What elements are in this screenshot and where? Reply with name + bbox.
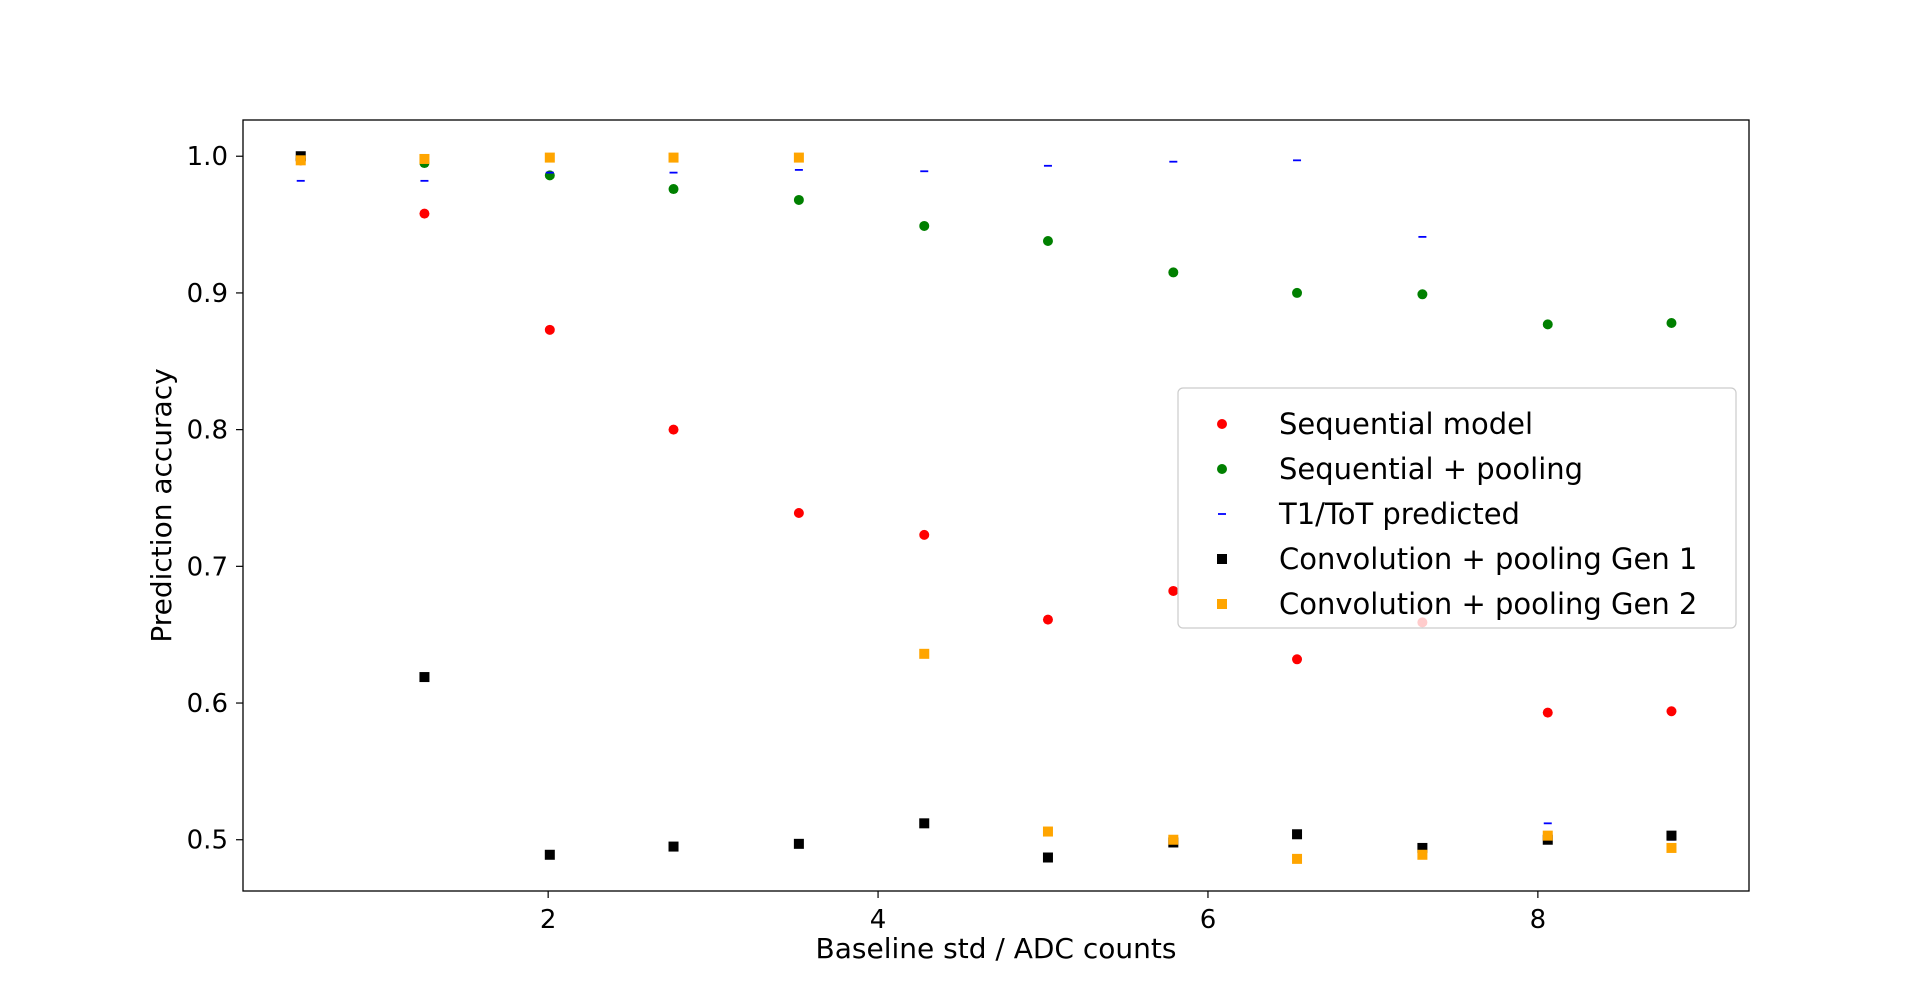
y-axis: 0.5 0.6 0.7 0.8 0.9 1.0 (187, 142, 243, 856)
legend-item: Sequential + pooling (1217, 452, 1583, 486)
data-point (1042, 826, 1053, 837)
data-point (1417, 289, 1428, 300)
x-tick-label: 6 (1200, 905, 1217, 935)
legend-label: Convolution + pooling Gen 2 (1279, 587, 1697, 621)
x-axis-label: Baseline std / ADC counts (816, 932, 1177, 965)
data-point (1417, 849, 1428, 860)
legend-marker (1217, 599, 1227, 609)
series-4 (295, 152, 1677, 864)
y-tick-label: 0.7 (187, 552, 228, 582)
data-point (1292, 829, 1303, 840)
data-point (1042, 614, 1053, 625)
legend-box (1177, 387, 1737, 629)
legend-label: Sequential model (1279, 407, 1533, 441)
data-point (1292, 853, 1303, 864)
data-point (419, 672, 430, 683)
series-1 (295, 153, 1677, 330)
legend: Sequential model Sequential + pooling T1/T… (1177, 387, 1737, 629)
data-point (1666, 318, 1677, 329)
data-point (793, 838, 804, 849)
legend-label: T1/ToT predicted (1278, 497, 1520, 531)
data-point (419, 153, 430, 164)
legend-marker (1217, 554, 1227, 564)
data-point (1666, 830, 1677, 841)
data-point (1666, 842, 1677, 853)
data-point (919, 529, 930, 540)
data-point (1542, 707, 1553, 718)
data-point (1168, 585, 1179, 596)
data-point (544, 152, 555, 163)
data-point (919, 818, 930, 829)
x-tick-label: 8 (1530, 905, 1547, 935)
data-point (668, 841, 679, 852)
x-tick-label: 4 (870, 905, 887, 935)
y-axis-label: Prediction accuracy (145, 368, 178, 642)
y-tick-label: 0.8 (187, 416, 228, 446)
data-point (1542, 830, 1553, 841)
series-2 (296, 159, 1676, 841)
data-point (793, 152, 804, 163)
plot-area (295, 151, 1677, 864)
data-point (1666, 706, 1677, 717)
data-point (1542, 319, 1553, 330)
legend-item: Convolution + pooling Gen 2 (1217, 587, 1697, 621)
legend-item: T1/ToT predicted (1218, 497, 1520, 531)
data-point (1042, 235, 1053, 246)
legend-marker (1217, 464, 1227, 474)
data-point (919, 220, 930, 231)
data-point (419, 208, 430, 219)
data-point (295, 155, 306, 166)
data-point (668, 152, 679, 163)
data-point (919, 648, 930, 659)
data-point (1292, 287, 1303, 298)
data-point (544, 849, 555, 860)
data-point (544, 324, 555, 335)
x-tick-label: 2 (540, 905, 557, 935)
data-point (668, 184, 679, 195)
legend-item: Sequential model (1217, 407, 1533, 441)
y-tick-label: 1.0 (187, 142, 228, 172)
data-point (668, 424, 679, 435)
legend-label: Convolution + pooling Gen 1 (1279, 542, 1697, 576)
legend-marker (1217, 419, 1227, 429)
data-point (1168, 834, 1179, 845)
data-point (793, 194, 804, 205)
data-point (1292, 654, 1303, 665)
data-point (1168, 267, 1179, 278)
data-point (1417, 842, 1428, 853)
y-tick-label: 0.6 (187, 689, 228, 719)
data-point (793, 508, 804, 519)
x-axis: 2 4 6 8 (540, 891, 1546, 935)
y-tick-label: 0.9 (187, 279, 228, 309)
y-tick-label: 0.5 (187, 826, 228, 856)
plot-frame (242, 119, 1750, 892)
data-point (1042, 852, 1053, 863)
legend-item: Convolution + pooling Gen 1 (1217, 542, 1697, 576)
legend-label: Sequential + pooling (1279, 452, 1583, 486)
